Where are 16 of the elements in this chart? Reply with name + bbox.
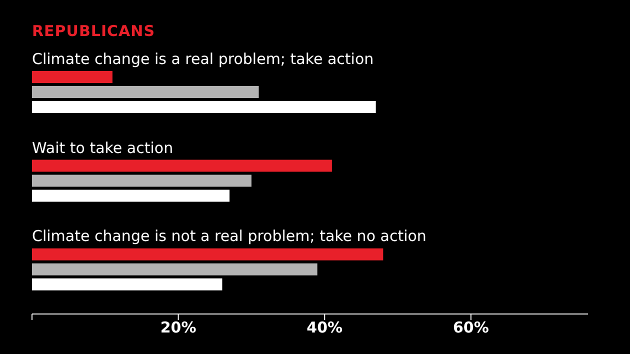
bar xyxy=(32,160,332,172)
bar xyxy=(32,263,318,276)
bar xyxy=(32,174,252,187)
x-tick-label: 40% xyxy=(306,318,343,337)
bar xyxy=(32,190,230,202)
bar xyxy=(32,101,376,114)
x-tick-label: 20% xyxy=(160,318,196,337)
y-tick-label: Wait to take action xyxy=(32,138,174,157)
y-tick-label: Climate change is not a real problem; take no action xyxy=(32,227,426,246)
y-tick-label: Climate change is a real problem; take action xyxy=(32,50,374,68)
bar xyxy=(32,248,384,260)
bar xyxy=(32,278,222,290)
x-tick-label: 60% xyxy=(452,318,489,337)
chart-title: REPUBLICANS xyxy=(32,22,156,40)
bar xyxy=(32,86,259,98)
bar xyxy=(32,71,112,84)
